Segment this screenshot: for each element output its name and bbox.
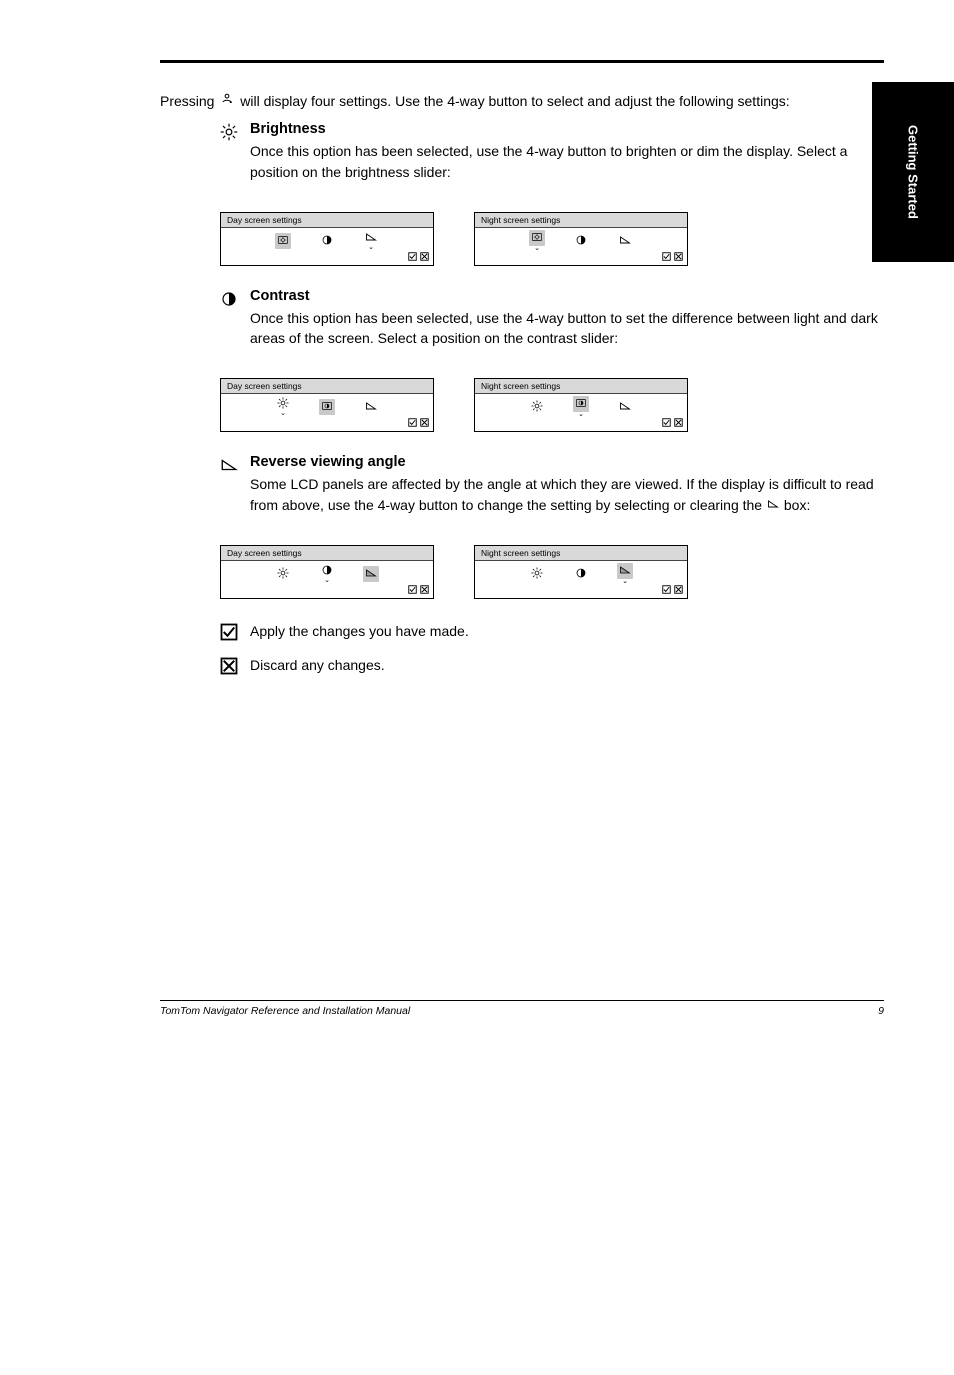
intro-text: Pressing will display four settings. Use… bbox=[160, 91, 884, 111]
contrast-mini-icon bbox=[575, 234, 587, 248]
angle-mini-icon bbox=[365, 231, 377, 245]
brightness-menu-night: Night screen settings ⌄ bbox=[474, 212, 688, 266]
cancel-mini-icon bbox=[674, 418, 683, 429]
reverse-menu-day-title: Day screen settings bbox=[221, 546, 433, 561]
page-content: Pressing will display four settings. Use… bbox=[0, 0, 954, 1057]
reverse-menu-day: Day screen settings ⌄ bbox=[220, 545, 434, 599]
angle-box-icon bbox=[363, 566, 379, 582]
contrast-desc: Once this option has been selected, use … bbox=[250, 308, 884, 349]
contrast-title: Contrast bbox=[250, 288, 884, 304]
brightness-menu-night-title: Night screen settings bbox=[475, 213, 687, 228]
confirm-mini-icon bbox=[662, 252, 671, 263]
brightness-icon bbox=[220, 121, 250, 141]
cancel-mini-icon bbox=[420, 418, 429, 429]
brightness-mini-icon bbox=[531, 400, 543, 414]
cancel-text: Discard any changes. bbox=[250, 655, 884, 675]
reverse-block: Reverse viewing angle Some LCD panels ar… bbox=[220, 454, 884, 519]
angle-mini-icon bbox=[365, 400, 377, 414]
press-icon bbox=[218, 91, 236, 111]
contrast-mini-icon bbox=[575, 567, 587, 581]
cancel-mini-icon bbox=[674, 585, 683, 596]
footer-row: TomTom Navigator Reference and Installat… bbox=[160, 1001, 884, 1017]
chevron-down-icon: ⌄ bbox=[622, 579, 628, 585]
cancel-mini-icon bbox=[420, 585, 429, 596]
brightness-box-icon bbox=[529, 230, 545, 246]
brightness-mini-icon bbox=[531, 567, 543, 581]
footer-page-number: 9 bbox=[878, 1005, 884, 1017]
cancel-icon bbox=[220, 655, 250, 675]
contrast-mini-icon bbox=[321, 564, 333, 578]
contrast-box-icon bbox=[319, 399, 335, 415]
chevron-down-icon: ⌄ bbox=[578, 412, 584, 418]
reverse-angle-icon bbox=[220, 454, 250, 474]
contrast-mini-icon bbox=[321, 234, 333, 248]
contrast-menu-night-title: Night screen settings bbox=[475, 379, 687, 394]
contrast-icon bbox=[220, 288, 250, 308]
reverse-menu-night: Night screen settings ⌄ bbox=[474, 545, 688, 599]
angle-inline-icon bbox=[766, 495, 780, 515]
angle-mini-icon bbox=[619, 234, 631, 248]
brightness-block: Brightness Once this option has been sel… bbox=[220, 121, 884, 186]
brightness-mini-icon bbox=[277, 567, 289, 581]
footer-manual-title: TomTom Navigator Reference and Installat… bbox=[160, 1005, 410, 1017]
angle-mini-icon bbox=[619, 400, 631, 414]
chevron-down-icon: ⌄ bbox=[280, 411, 286, 417]
cancel-row: Discard any changes. bbox=[220, 655, 884, 679]
confirm-text: Apply the changes you have made. bbox=[250, 621, 884, 641]
intro-block: Pressing will display four settings. Use… bbox=[160, 91, 884, 115]
brightness-box-icon bbox=[275, 233, 291, 249]
confirm-icon bbox=[220, 621, 250, 641]
brightness-menus: Day screen settings ⌄ Night screen setti… bbox=[220, 212, 884, 266]
brightness-desc: Once this option has been selected, use … bbox=[250, 141, 884, 182]
confirm-row: Apply the changes you have made. bbox=[220, 621, 884, 645]
chevron-down-icon: ⌄ bbox=[324, 578, 330, 584]
confirm-mini-icon bbox=[662, 585, 671, 596]
brightness-menu-day-title: Day screen settings bbox=[221, 213, 433, 228]
confirm-mini-icon bbox=[408, 252, 417, 263]
contrast-box-icon bbox=[573, 396, 589, 412]
cancel-mini-icon bbox=[674, 252, 683, 263]
brightness-mini-icon bbox=[277, 397, 289, 411]
cancel-mini-icon bbox=[420, 252, 429, 263]
confirm-mini-icon bbox=[662, 418, 671, 429]
reverse-menus: Day screen settings ⌄ Night screen setti… bbox=[220, 545, 884, 599]
reverse-menu-night-title: Night screen settings bbox=[475, 546, 687, 561]
brightness-title: Brightness bbox=[250, 121, 884, 137]
contrast-block: Contrast Once this option has been selec… bbox=[220, 288, 884, 353]
contrast-menus: Day screen settings ⌄ Night screen setti… bbox=[220, 378, 884, 432]
contrast-menu-night: Night screen settings ⌄ bbox=[474, 378, 688, 432]
confirm-mini-icon bbox=[408, 418, 417, 429]
contrast-menu-day: Day screen settings ⌄ bbox=[220, 378, 434, 432]
reverse-title: Reverse viewing angle bbox=[250, 454, 884, 470]
reverse-desc: Some LCD panels are affected by the angl… bbox=[250, 474, 884, 515]
sidebar-tab: Getting Started bbox=[872, 82, 954, 262]
chevron-down-icon: ⌄ bbox=[534, 246, 540, 252]
chapter-top-rule bbox=[160, 60, 884, 63]
chevron-down-icon: ⌄ bbox=[368, 245, 374, 251]
contrast-menu-day-title: Day screen settings bbox=[221, 379, 433, 394]
brightness-menu-day: Day screen settings ⌄ bbox=[220, 212, 434, 266]
confirm-mini-icon bbox=[408, 585, 417, 596]
angle-box-icon bbox=[617, 563, 633, 579]
